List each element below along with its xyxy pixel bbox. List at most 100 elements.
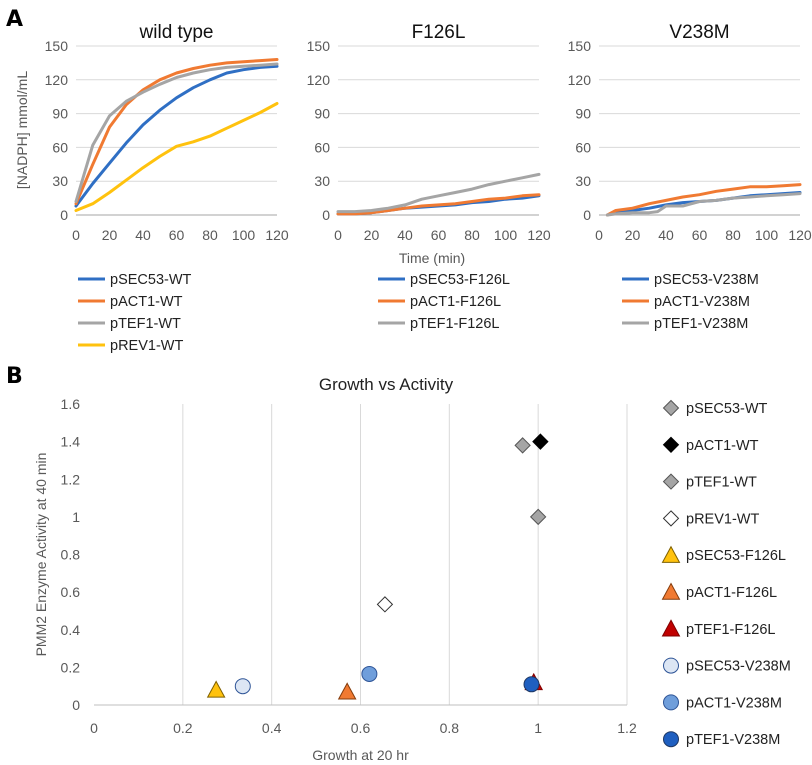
legend-label: pTEF1-F126L: [410, 316, 499, 332]
circle-marker: [663, 694, 679, 711]
y-tick-label: 60: [52, 139, 68, 155]
diamond-marker: [529, 508, 547, 526]
x-tick-label: 0: [334, 227, 342, 243]
legend-2: pSEC53-F126L pACT1-F126L pTEF1-F126L: [378, 272, 510, 332]
series-line: [605, 192, 802, 217]
series-line: [74, 58, 279, 206]
x-tick-label: 0.6: [351, 720, 371, 736]
panel-a-x-axis-label: Time (min): [399, 250, 465, 266]
triangle-marker: [661, 545, 681, 563]
x-tick-label: 80: [202, 227, 218, 243]
panel-a-legends: pSEC53-WTpACT1-WTpTEF1-WTpREV1-WTpSEC53-…: [78, 272, 759, 354]
y-tick-label: 0: [583, 207, 591, 223]
y-tick-label: 0: [60, 207, 68, 223]
legend-label: pTEF1-V238M: [654, 316, 748, 332]
x-tick-label: 120: [788, 227, 812, 243]
legend-label: pACT1-WT: [686, 438, 759, 454]
circle-marker: [663, 657, 679, 674]
legend-label: pACT1-V238M: [686, 695, 782, 711]
legend-label: pSEC53-V238M: [686, 659, 791, 675]
line-chart-2: F126L 0 30 60 90 120 150 0 20 40 60 80 100 120: [307, 22, 551, 243]
x-tick-label: 1: [534, 720, 542, 736]
x-tick-label: 20: [625, 227, 641, 243]
panel-b-legend: pSEC53-WT pACT1-WT pTEF1-WT pREV1-WT pSEC53-…: [661, 399, 791, 748]
x-tick-label: 0.2: [173, 720, 193, 736]
y-tick-label: 0.8: [61, 547, 81, 563]
x-tick-label: 20: [364, 227, 380, 243]
line-chart-1: wild type 0 30 60 90 120 150 0 20 40 60 80 100 120: [45, 22, 289, 243]
y-tick-label: 120: [307, 72, 331, 88]
legend-label: pTEF1-F126L: [686, 622, 775, 638]
legend-label: pTEF1-WT: [110, 316, 181, 332]
x-tick-label: 120: [527, 227, 551, 243]
series-line: [336, 172, 541, 214]
legend-label: pTEF1-WT: [686, 475, 757, 491]
legend-label: pSEC53-F126L: [410, 272, 510, 288]
diamond-marker: [532, 433, 549, 450]
series-line: [74, 102, 279, 212]
diamond-marker: [376, 596, 394, 613]
x-tick-label: 100: [232, 227, 256, 243]
y-tick-label: 0: [322, 207, 330, 223]
y-tick-label: 0.4: [61, 622, 81, 638]
circle-marker: [523, 676, 540, 693]
series-line: [336, 193, 541, 216]
x-tick-label: 100: [494, 227, 518, 243]
diamond-marker: [662, 473, 680, 490]
y-tick-label: 150: [45, 38, 69, 54]
line-chart-3: V238M 0 30 60 90 120 150 0 20 40 60 80 100 120: [568, 22, 812, 243]
y-tick-label: 0.6: [61, 584, 81, 600]
circle-marker: [663, 731, 679, 748]
x-tick-label: 20: [102, 227, 118, 243]
y-tick-label: 0: [72, 697, 80, 713]
x-tick-label: 40: [658, 227, 674, 243]
x-axis-title: Growth at 20 hr: [312, 747, 409, 763]
panel-a-y-axis-label: [NADPH] mmol/mL: [14, 71, 30, 189]
legend-label: pREV1-WT: [110, 338, 183, 354]
y-tick-label: 150: [568, 38, 592, 54]
legend-label: pREV1-WT: [686, 511, 759, 527]
legend-label: pACT1-F126L: [686, 585, 777, 601]
x-tick-label: 60: [169, 227, 185, 243]
legend-label: pACT1-V238M: [654, 294, 750, 310]
chart-title: V238M: [669, 22, 729, 43]
y-tick-label: 30: [314, 173, 330, 189]
y-tick-label: 60: [314, 139, 330, 155]
y-tick-label: 90: [314, 106, 330, 122]
y-tick-label: 90: [575, 106, 591, 122]
triangle-marker: [206, 680, 226, 698]
x-tick-label: 0.4: [262, 720, 282, 736]
panel-b-scatter-plot: Growth vs Activity 0 0.2 0.4 0.6 0.8 1 1.2 0 0.2 0…: [33, 375, 637, 763]
legend-1: pSEC53-WT pACT1-WT pTEF1-WT pREV1-WT: [78, 272, 192, 354]
y-tick-label: 120: [45, 72, 69, 88]
circle-marker: [361, 665, 378, 682]
x-tick-label: 0.8: [440, 720, 460, 736]
x-tick-label: 80: [725, 227, 741, 243]
series-line: [74, 64, 279, 208]
diamond-marker: [662, 436, 680, 454]
x-tick-label: 100: [755, 227, 779, 243]
triangle-marker: [661, 582, 681, 600]
panel-b-letter: B: [6, 364, 23, 389]
triangle-marker: [337, 682, 357, 700]
y-tick-label: 120: [568, 72, 592, 88]
series-line: [605, 183, 802, 217]
y-tick-label: 0.2: [61, 659, 81, 675]
legend-label: pACT1-WT: [110, 294, 183, 310]
y-tick-label: 1: [72, 509, 80, 525]
diamond-marker: [662, 399, 680, 417]
y-tick-label: 150: [307, 38, 331, 54]
y-tick-label: 1.6: [61, 396, 81, 412]
legend-label: pTEF1-V238M: [686, 732, 780, 748]
triangle-marker: [661, 619, 681, 637]
y-tick-label: 1.2: [61, 471, 81, 487]
legend-label: pSEC53-F126L: [686, 548, 786, 564]
x-tick-label: 60: [431, 227, 447, 243]
x-tick-label: 0: [90, 720, 98, 736]
legend-label: pSEC53-WT: [110, 272, 192, 288]
y-tick-label: 30: [52, 173, 68, 189]
legend-label: pSEC53-V238M: [654, 272, 759, 288]
x-tick-label: 1.2: [617, 720, 637, 736]
legend-3: pSEC53-V238M pACT1-V238M pTEF1-V238M: [622, 272, 759, 332]
